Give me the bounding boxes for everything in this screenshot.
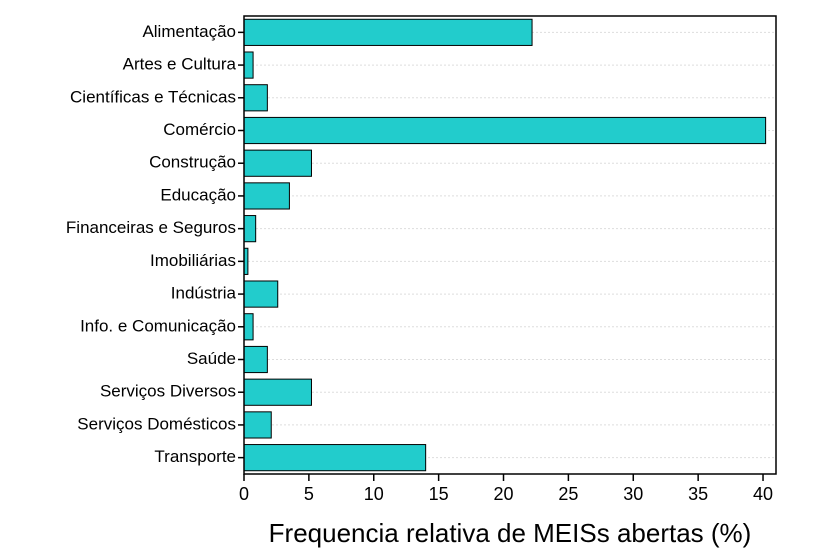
bar (243, 116, 767, 145)
x-tick-label: 35 (688, 484, 708, 504)
y-tick-label: Indústria (171, 284, 237, 303)
bar (243, 345, 268, 374)
x-tick-label: 30 (623, 484, 643, 504)
y-tick-label: Científicas e Técnicas (70, 87, 236, 106)
y-tick-label: Info. e Comunicação (80, 316, 236, 335)
bar (243, 149, 312, 177)
y-tick-label: Comércio (163, 120, 236, 139)
bar (243, 411, 272, 439)
x-tick-label: 20 (493, 484, 513, 504)
x-axis-label: Frequencia relativa de MEISs abertas (%) (269, 518, 752, 548)
y-tick-label: Serviços Domésticos (77, 414, 236, 433)
y-tick-label: Serviços Diversos (100, 382, 236, 401)
bar (243, 18, 533, 46)
bar (243, 51, 254, 79)
y-tick-label: Construção (149, 153, 236, 172)
bar (243, 280, 279, 308)
x-tick-label: 0 (239, 484, 249, 504)
y-tick-label: Alimentação (142, 22, 236, 41)
x-tick-label: 10 (364, 484, 384, 504)
bar (243, 444, 427, 472)
y-tick-label: Transporte (154, 447, 236, 466)
x-tick-label: 5 (304, 484, 314, 504)
y-tick-label: Artes e Cultura (123, 55, 237, 74)
bar (243, 182, 290, 210)
y-tick-label: Educação (160, 185, 236, 204)
x-tick-label: 40 (753, 484, 773, 504)
bar (243, 84, 268, 112)
y-tick-label: Imobiliárias (150, 251, 236, 270)
y-tick-label: Financeiras e Seguros (66, 218, 236, 237)
bar (243, 313, 254, 341)
bar (243, 378, 312, 406)
x-tick-label: 25 (558, 484, 578, 504)
plot-frame (243, 15, 777, 475)
bar (243, 215, 257, 243)
y-tick-label: Saúde (187, 349, 236, 368)
x-tick-label: 15 (429, 484, 449, 504)
